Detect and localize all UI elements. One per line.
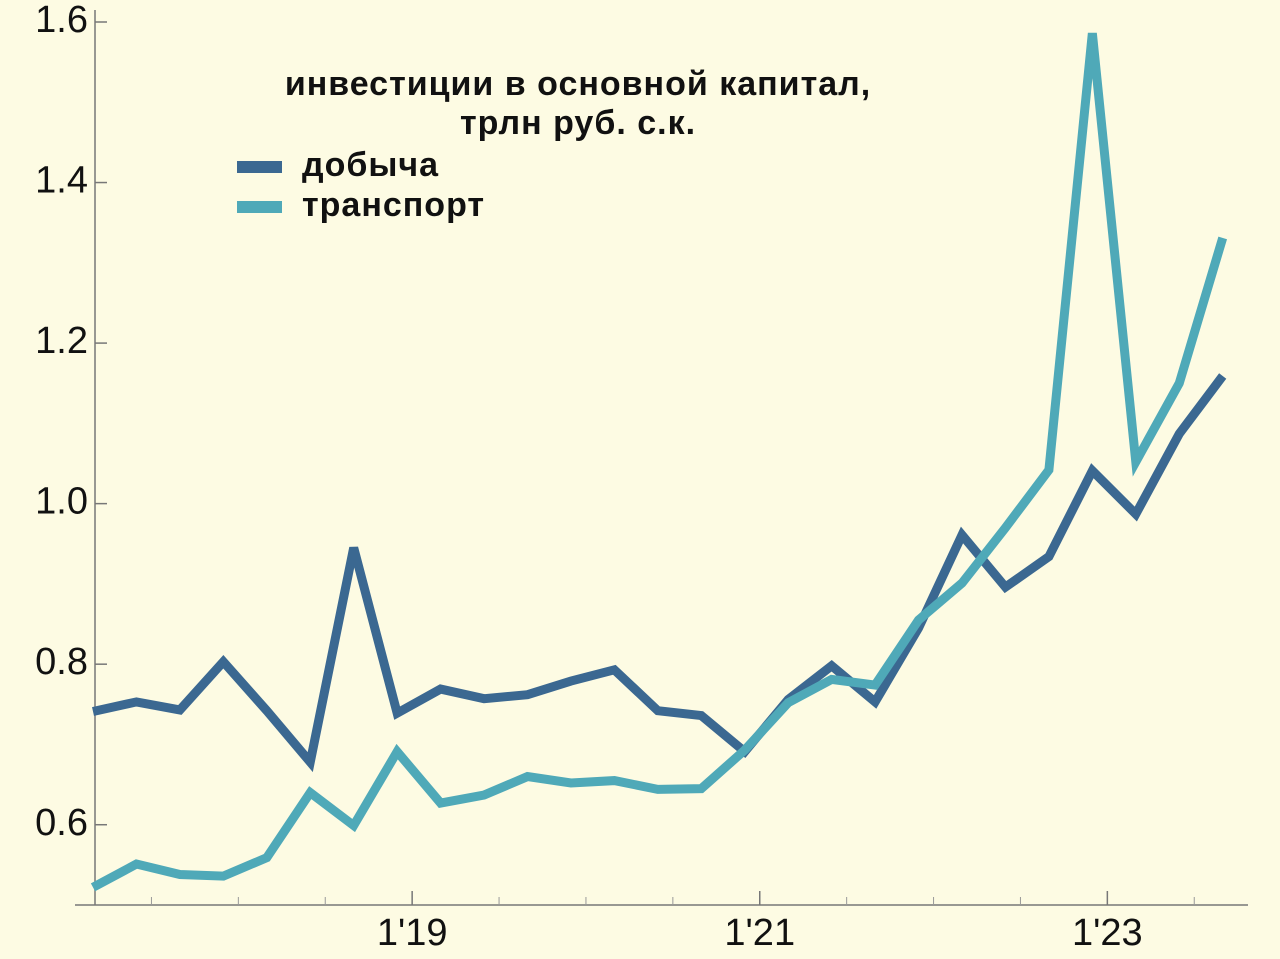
chart-title: трлн руб. с.к. (460, 104, 696, 142)
y-tick-label: 1.6 (35, 0, 88, 41)
x-tick-label: 1'19 (377, 912, 448, 954)
data-line (90, 32, 1228, 892)
y-tick-label: 0.6 (35, 802, 88, 844)
y-tick-label: 1.4 (35, 160, 88, 202)
y-tick-label: 1.0 (35, 481, 88, 523)
y-tick-label: 1.2 (35, 320, 88, 362)
legend-label: добыча (302, 146, 439, 184)
chart-title: инвестиции в основной капитал, (285, 65, 871, 103)
x-tick-label: 1'21 (724, 912, 795, 954)
legend-label: транспорт (302, 186, 485, 224)
x-tick-label: 1'23 (1072, 912, 1143, 954)
y-tick-label: 0.8 (35, 641, 88, 683)
data-line (92, 373, 1227, 773)
